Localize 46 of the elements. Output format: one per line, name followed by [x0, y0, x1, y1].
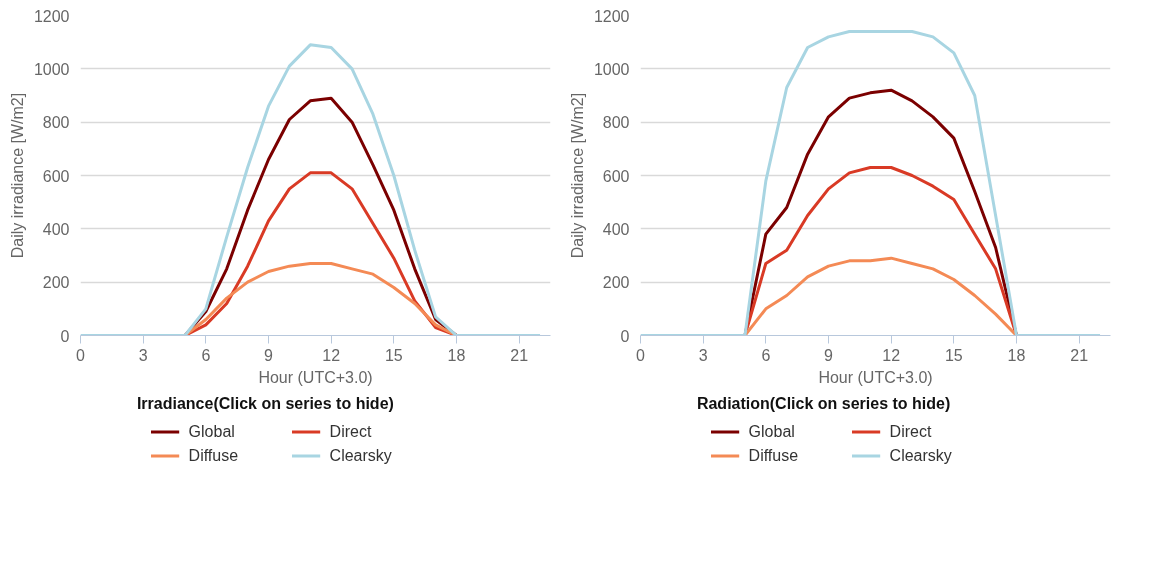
- x-tick-label: 6: [201, 346, 211, 364]
- x-tick-label: 9: [264, 346, 274, 364]
- x-tick-label: 0: [636, 346, 646, 364]
- y-tick-label: 400: [42, 220, 70, 238]
- x-tick-label: 12: [322, 346, 341, 364]
- legend-label: Clearsky: [889, 447, 952, 465]
- y-tick-label: 600: [602, 167, 630, 185]
- x-tick-label: 9: [824, 346, 834, 364]
- x-tick-label: 0: [76, 346, 86, 364]
- y-tick-label: 1000: [33, 60, 70, 78]
- x-tick-label: 18: [447, 346, 466, 364]
- x-tick-label: 3: [138, 346, 148, 364]
- legend-label: Global: [748, 423, 795, 441]
- legend-label: Direct: [329, 423, 372, 441]
- x-tick-label: 15: [944, 346, 963, 364]
- line-series: [80, 43, 542, 336]
- y-tick-label: 400: [602, 220, 630, 238]
- y-tick-label: 1200: [33, 7, 70, 25]
- x-tick-label: 3: [698, 346, 708, 364]
- x-tick-label: 18: [1007, 346, 1026, 364]
- x-tick-label: 6: [761, 346, 771, 364]
- y-tick-label: 200: [42, 274, 70, 292]
- legend-label: Direct: [889, 423, 932, 441]
- x-axis-title: Hour (UTC+3.0): [818, 368, 933, 386]
- x-tick-label: 21: [1070, 346, 1089, 364]
- legend-label: Diffuse: [748, 447, 799, 465]
- legend-label: Global: [188, 423, 235, 441]
- x-tick-label: 21: [510, 346, 529, 364]
- x-tick-label: 15: [384, 346, 403, 364]
- y-tick-label: 0: [60, 327, 70, 345]
- y-tick-label: 600: [42, 167, 70, 185]
- x-axis-title: Hour (UTC+3.0): [258, 368, 373, 386]
- legend-title: Radiation(Click on series to hide): [696, 394, 951, 412]
- line-series: [640, 30, 1102, 336]
- y-axis-title: Daily irradiance [W/m2]: [8, 92, 26, 259]
- y-tick-label: 800: [602, 114, 630, 132]
- legend-label: Clearsky: [329, 447, 392, 465]
- x-tick-label: 12: [882, 346, 901, 364]
- y-tick-label: 1200: [593, 7, 630, 25]
- y-tick-label: 1000: [593, 60, 630, 78]
- y-axis-title: Daily irradiance [W/m2]: [568, 92, 586, 259]
- y-tick-label: 800: [42, 114, 70, 132]
- y-tick-label: 200: [602, 274, 630, 292]
- legend-title: Irradiance(Click on series to hide): [136, 394, 394, 412]
- y-tick-label: 0: [620, 327, 630, 345]
- legend-label: Diffuse: [188, 447, 239, 465]
